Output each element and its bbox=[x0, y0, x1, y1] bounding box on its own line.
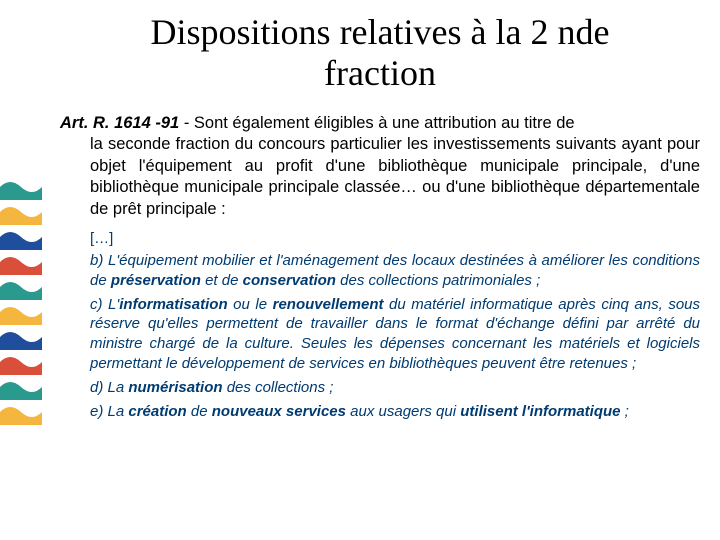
list-item-b: b) L'équipement mobilier et l'aménagemen… bbox=[60, 251, 700, 291]
wave-stripe bbox=[0, 300, 42, 325]
wave-stripe bbox=[0, 350, 42, 375]
wave-stripe bbox=[0, 400, 42, 425]
side-decoration bbox=[0, 175, 42, 425]
article-reference: Art. R. 1614 -91 bbox=[60, 114, 179, 132]
article-paragraph: Art. R. 1614 -91 - Sont également éligib… bbox=[60, 113, 700, 220]
slide-title: Dispositions relatives à la 2 nde fracti… bbox=[100, 12, 660, 95]
wave-stripe bbox=[0, 250, 42, 275]
wave-stripe bbox=[0, 275, 42, 300]
wave-stripe bbox=[0, 225, 42, 250]
wave-stripe bbox=[0, 375, 42, 400]
wave-stripe bbox=[0, 325, 42, 350]
list-item-d: d) La numérisation des collections ; bbox=[60, 378, 700, 398]
wave-stripe bbox=[0, 200, 42, 225]
wave-stripe bbox=[0, 175, 42, 200]
slide-content: Dispositions relatives à la 2 nde fracti… bbox=[60, 12, 700, 425]
para1-body: la seconde fraction du concours particul… bbox=[60, 134, 700, 220]
ellipsis: […] bbox=[60, 230, 700, 247]
list-item-e: e) La création de nouveaux services aux … bbox=[60, 402, 700, 422]
para1-lead: - Sont également éligibles à une attribu… bbox=[179, 114, 574, 132]
list-item-c: c) L'informatisation ou le renouvellemen… bbox=[60, 295, 700, 374]
